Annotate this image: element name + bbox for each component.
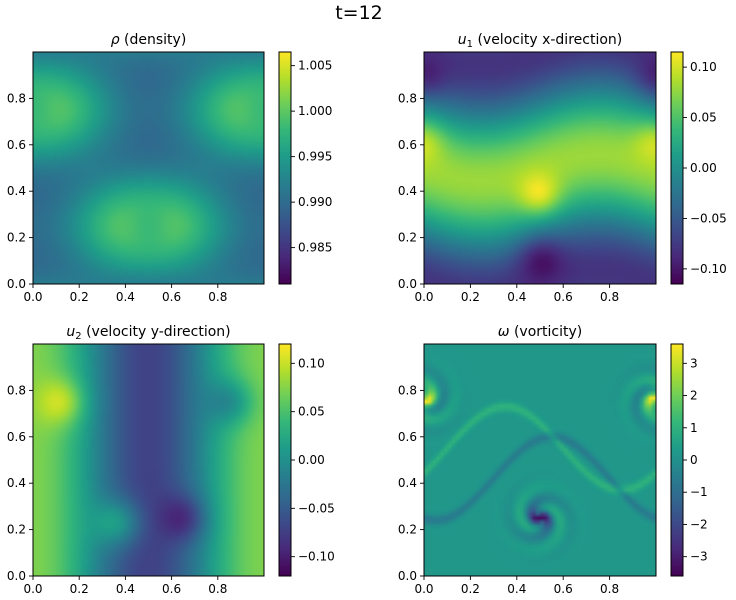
y-tick-label: 0.8 <box>7 91 26 105</box>
colorbar-tick-label: −0.05 <box>298 501 335 515</box>
colorbar-tick-label: 1.005 <box>298 59 332 73</box>
x-tick-label: 0.0 <box>23 582 42 596</box>
x-tick-label: 0.6 <box>162 290 181 304</box>
colorbar-tick-label: 0.10 <box>690 60 717 74</box>
x-tick-label: 0.2 <box>70 290 89 304</box>
colorbar-tick-label: −0.05 <box>690 211 727 225</box>
subplot-vorticity: ω (vorticity) 0.0 0.2 0.4 0.6 0.8 0.0 0.2 0.4 0.6… <box>398 324 708 596</box>
plot-frame <box>32 343 265 577</box>
x-tick-label: 0.6 <box>554 582 573 596</box>
colorbar-frame <box>278 51 292 285</box>
y-tick-label: 0.8 <box>398 91 417 105</box>
x-tick-label: 0.4 <box>116 290 135 304</box>
colorbar-tick-label: 1 <box>690 421 698 435</box>
colorbar-tick-label: 0.00 <box>298 453 325 467</box>
x-tick-label: 0.4 <box>507 290 526 304</box>
colorbar-gradient <box>279 344 291 576</box>
y-tick-label: 0.4 <box>398 184 417 198</box>
colorbar-tick-label: 1.000 <box>298 104 332 118</box>
colorbar-gradient <box>279 52 291 284</box>
y-tick-label: 0.4 <box>7 184 26 198</box>
colorbar-tick-label: −1 <box>690 485 708 499</box>
subplot-u2: u2 (velocity y-direction) 0.0 0.2 0.4 0.6 0.8… <box>7 324 335 596</box>
colorbar-tick-label: 0.05 <box>298 405 325 419</box>
y-tick-label: 0.6 <box>398 138 417 152</box>
x-tick-label: 0.0 <box>23 290 42 304</box>
y-tick-label: 0.0 <box>7 277 26 291</box>
x-tick-label: 0.4 <box>116 582 135 596</box>
colorbar: −0.10 −0.05 0.00 0.05 0.10 <box>670 51 727 285</box>
x-tick-label: 0.2 <box>70 582 89 596</box>
y-tick-label: 0.0 <box>398 277 417 291</box>
subplot-density: ρ (density) 0.0 0.2 0.4 0.6 0.8 0.0 0.2 0.4 0.6 0.… <box>7 32 332 304</box>
colorbar: −0.10 −0.05 0.00 0.05 0.10 <box>278 343 335 577</box>
x-tick-label: 0.8 <box>600 582 619 596</box>
y-tick-label: 0.4 <box>398 476 417 490</box>
colorbar-gradient <box>671 344 683 576</box>
subplot-title: ρ (density) <box>111 32 187 48</box>
colorbar-tick-label: 0.00 <box>690 161 717 175</box>
plot-frame <box>423 51 657 285</box>
x-tick-label: 0.8 <box>600 290 619 304</box>
y-tick-label: 0.0 <box>398 569 417 583</box>
x-tick-label: 0.8 <box>208 290 227 304</box>
colorbar: −3 −2 −1 0 1 2 3 <box>670 343 708 577</box>
subplot-u1: u1 (velocity x-direction) 0.0 0.2 0.4 0.6 0.8… <box>398 32 727 304</box>
heatmap-image <box>33 52 264 284</box>
x-tick-label: 0.8 <box>208 582 227 596</box>
subplot-title: u1 (velocity x-direction) <box>458 32 622 50</box>
y-tick-label: 0.0 <box>7 569 26 583</box>
colorbar-tick-label: 0.985 <box>298 241 332 255</box>
subplot-title: u2 (velocity y-direction) <box>66 324 230 342</box>
figure-title: t=12 <box>335 2 383 24</box>
colorbar-tick-label: −2 <box>690 517 708 531</box>
colorbar-gradient <box>671 52 683 284</box>
x-tick-label: 0.0 <box>414 290 433 304</box>
x-tick-label: 0.2 <box>461 290 480 304</box>
x-tick-label: 0.6 <box>162 582 181 596</box>
colorbar: 0.985 0.990 0.995 1.000 1.005 <box>278 51 332 285</box>
y-tick-label: 0.6 <box>398 430 417 444</box>
colorbar-tick-label: 0.990 <box>298 195 332 209</box>
heatmap-image <box>424 52 656 284</box>
y-tick-label: 0.6 <box>7 138 26 152</box>
heatmap-image <box>33 344 264 576</box>
colorbar-tick-label: 0 <box>690 453 698 467</box>
colorbar-tick-label: 3 <box>690 356 698 370</box>
y-tick-label: 0.8 <box>7 383 26 397</box>
colorbar-tick-label: 0.995 <box>298 150 332 164</box>
x-tick-label: 0.0 <box>414 582 433 596</box>
x-tick-label: 0.6 <box>554 290 573 304</box>
y-tick-label: 0.2 <box>398 231 417 245</box>
y-tick-label: 0.4 <box>7 476 26 490</box>
colorbar-tick-label: 2 <box>690 389 698 403</box>
x-tick-label: 0.4 <box>507 582 526 596</box>
colorbar-tick-label: 0.10 <box>298 356 325 370</box>
plot-frame <box>423 343 657 577</box>
colorbar-tick-label: −3 <box>690 550 708 564</box>
y-tick-label: 0.2 <box>398 523 417 537</box>
x-tick-label: 0.2 <box>461 582 480 596</box>
colorbar-tick-label: 0.05 <box>690 111 717 125</box>
plot-frame <box>32 51 265 285</box>
y-tick-label: 0.2 <box>7 523 26 537</box>
subplot-title: ω (vorticity) <box>498 324 582 340</box>
y-tick-label: 0.8 <box>398 383 417 397</box>
colorbar-tick-label: −0.10 <box>690 262 727 276</box>
heatmap-image <box>424 344 656 576</box>
colorbar-tick-label: −0.10 <box>298 550 335 564</box>
y-tick-label: 0.6 <box>7 430 26 444</box>
y-tick-label: 0.2 <box>7 231 26 245</box>
